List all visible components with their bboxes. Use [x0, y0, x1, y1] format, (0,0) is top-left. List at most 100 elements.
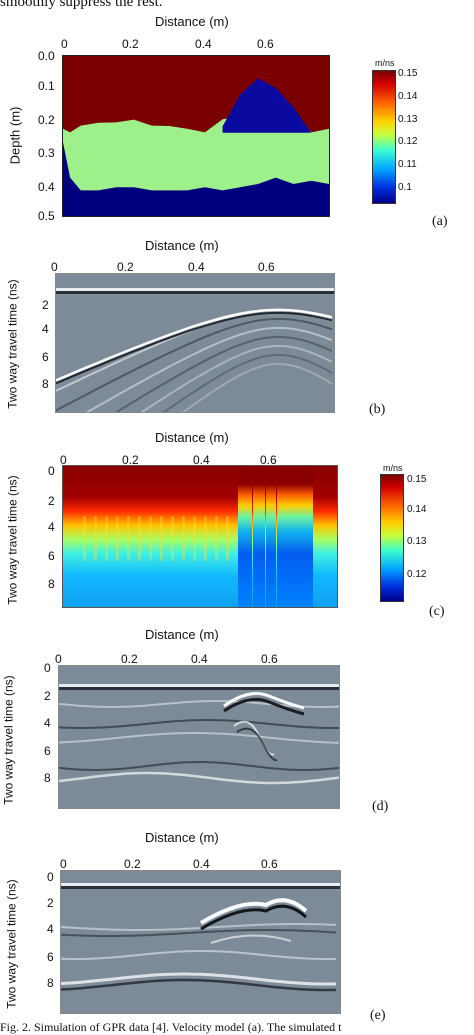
panel-a-cb-tick-1: 0.14: [398, 91, 418, 102]
low-velocity-column-4: [277, 466, 289, 607]
reflection-2: [56, 317, 333, 412]
reflection-7: [181, 362, 333, 412]
panel-a-ytick-4: 0.4: [38, 180, 55, 194]
panel-e-xtick-3: 0.6: [261, 857, 278, 871]
reflection-6: [162, 353, 333, 412]
panel-d-ytick-2: 4: [44, 716, 51, 730]
panel-e-xtick-0: 0: [60, 857, 67, 871]
panel-a-xtick-0: 0: [61, 37, 68, 51]
panel-c-ytick-1: 2: [48, 494, 55, 508]
panel-a-colorbar-unit: m/ns: [375, 58, 395, 68]
panel-c-ylabel: Two way travel time (ns): [5, 475, 20, 605]
panel-a-xtick-2: 0.4: [195, 37, 212, 51]
panel-c-cb-tick-2: 0.13: [407, 536, 427, 547]
panel-a-ytick-2: 0.2: [38, 113, 55, 127]
direct-wave-light: [59, 684, 339, 687]
panel-a-cb-tick-3: 0.12: [398, 136, 418, 147]
reflection-5: [140, 344, 333, 412]
low-velocity-column-2: [253, 466, 265, 607]
panel-a-plot: [62, 55, 330, 217]
reflection-4: [114, 335, 333, 412]
panel-a-xlabel: Distance (m): [155, 14, 229, 29]
panel-e-ylabel: Two way travel time (ns): [4, 879, 19, 1009]
reflection-6: [199, 898, 308, 925]
panel-b-letter: (b): [369, 402, 386, 417]
reflection-7: [223, 698, 305, 716]
reflection-8: [56, 308, 333, 382]
panel-c-xtick-0: 0: [60, 453, 67, 467]
velocity-stripe: [204, 516, 207, 561]
reflection-4: [59, 761, 339, 771]
panel-b-xlabel: Distance (m): [145, 238, 219, 253]
panel-e-xtick-2: 0.4: [193, 857, 210, 871]
figure-caption: Fig. 2. Simulation of GPR data [4]. Velo…: [0, 1020, 342, 1034]
panel-d-xtick-3: 0.6: [261, 652, 278, 666]
panel-a-cb-tick-0: 0.15: [398, 68, 418, 79]
velocity-stripe: [127, 516, 130, 561]
panel-d-ylabel: Two way travel time (ns): [1, 675, 16, 805]
panel-c-ytick-0: 0: [48, 464, 55, 478]
reflection-1: [61, 923, 337, 931]
panel-c-ytick-2: 4: [48, 520, 55, 534]
panel-c-cb-tick-3: 0.12: [407, 569, 427, 580]
panel-a-heatmap: [63, 56, 329, 216]
panel-d-radargram: [59, 666, 339, 808]
panel-c-xtick-2: 0.4: [193, 453, 210, 467]
panel-d-plot: [58, 665, 340, 809]
panel-c-plot: [62, 465, 338, 608]
panel-d-xtick-2: 0.4: [191, 652, 208, 666]
velocity-stripe: [149, 516, 152, 561]
panel-b-radargram: [56, 274, 334, 412]
panel-a-xtick-3: 0.6: [257, 37, 274, 51]
panel-c-colorbar: [380, 474, 404, 602]
panel-b-xtick-0: 0: [51, 260, 58, 274]
panel-b-ytick-1: 4: [42, 322, 49, 336]
reflection-5: [59, 771, 339, 785]
reflection-2: [61, 929, 337, 937]
panel-e-ytick-2: 4: [47, 922, 54, 936]
direct-wave-light: [56, 288, 334, 291]
panel-b-ylabel: Two way travel time (ns): [5, 279, 20, 409]
panel-a-ytick-0: 0.0: [38, 49, 55, 63]
velocity-stripe: [116, 516, 119, 561]
panel-b-plot: [55, 273, 335, 413]
velocity-stripe: [94, 516, 97, 561]
panel-b-xtick-3: 0.6: [258, 260, 275, 274]
direct-wave-light: [61, 883, 340, 886]
panel-e-letter: (e): [370, 1008, 386, 1023]
panel-a-cb-tick-2: 0.13: [398, 114, 418, 125]
panel-d-xtick-0: 0: [55, 652, 62, 666]
low-velocity-column-6: [303, 466, 313, 607]
panel-c-cb-tick-0: 0.15: [407, 474, 427, 485]
direct-wave-dark: [61, 886, 340, 889]
panel-a-ytick-3: 0.3: [38, 146, 55, 160]
reflection-6: [223, 692, 305, 710]
reflection-3: [85, 326, 333, 412]
reflection-9: [236, 727, 278, 762]
panel-e-ytick-3: 6: [47, 950, 54, 964]
panel-c-letter: (c): [429, 604, 445, 619]
velocity-stripe: [105, 516, 108, 561]
reflection-5: [61, 978, 337, 992]
panel-c-xlabel: Distance (m): [155, 430, 229, 445]
velocity-stripe: [226, 516, 229, 561]
panel-c-heatmap: [63, 466, 337, 607]
panel-c-ytick-4: 8: [48, 577, 55, 591]
low-velocity-column-1: [238, 466, 252, 607]
panel-e-xlabel: Distance (m): [145, 830, 219, 845]
panel-c-xtick-1: 0.2: [122, 453, 139, 467]
panel-b-xtick-2: 0.4: [188, 260, 205, 274]
velocity-stripe: [215, 516, 218, 561]
panel-a-cb-tick-4: 0.11: [398, 159, 417, 170]
panel-a-xtick-1: 0.2: [122, 37, 139, 51]
reflection-7: [200, 904, 308, 931]
background: [56, 274, 334, 412]
panel-e-radargram: [61, 871, 340, 1013]
panel-d-ytick-1: 2: [44, 689, 51, 703]
layer-upper: [63, 56, 329, 133]
panel-a-ytick-5: 0.5: [38, 209, 55, 223]
velocity-stripe: [182, 516, 185, 561]
reflection-3: [61, 950, 337, 960]
panel-d-ytick-0: 0: [44, 661, 51, 675]
direct-wave-dark: [56, 291, 334, 294]
